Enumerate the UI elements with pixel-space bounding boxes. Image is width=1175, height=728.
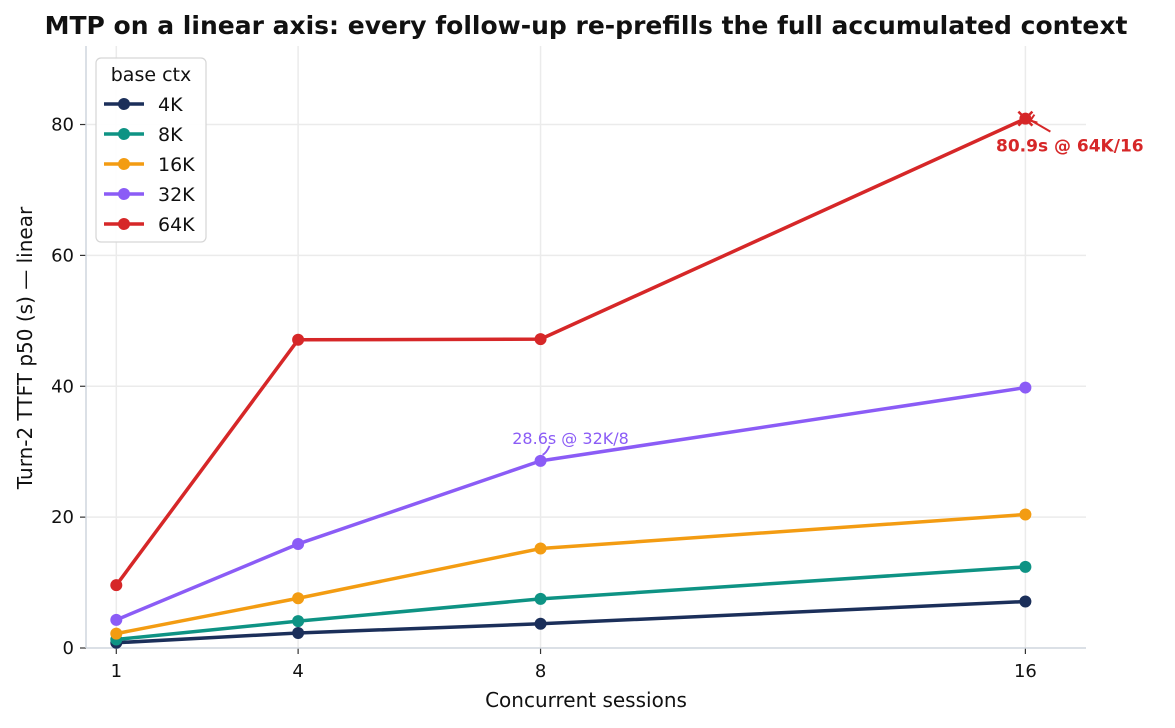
legend-swatch-marker [118, 188, 130, 200]
legend-swatch-marker [118, 98, 130, 110]
x-tick-label: 1 [111, 661, 122, 682]
data-point [1019, 381, 1032, 394]
chart-title: MTP on a linear axis: every follow-up re… [45, 11, 1128, 40]
data-point [534, 592, 547, 605]
annotation-marker [1017, 110, 1034, 127]
legend-swatch-marker [118, 218, 130, 230]
y-tick-label: 0 [63, 638, 74, 659]
series-line [114, 116, 1028, 587]
data-point [534, 454, 547, 467]
legend-swatch-marker [118, 158, 130, 170]
data-point [110, 613, 123, 626]
y-tick-label: 40 [51, 376, 74, 397]
y-tick-label: 60 [51, 245, 74, 266]
data-point [1019, 595, 1032, 608]
data-point [1019, 560, 1032, 573]
series-16k [110, 508, 1032, 640]
series-line [114, 565, 1028, 642]
series-line [114, 599, 1028, 645]
annotation-mid-label: 28.6s @ 32K/8 [512, 429, 629, 448]
legend-label: 64K [158, 214, 195, 236]
x-tick-label: 8 [535, 661, 546, 682]
legend-item-4k: 4K [104, 94, 183, 116]
annotations: 80.9s @ 64K/16 28.6s @ 32K/8 [512, 110, 1144, 456]
data-point [534, 333, 547, 346]
legend-item-16k: 16K [104, 154, 195, 176]
legend-item-8k: 8K [104, 124, 183, 146]
legend-label: 32K [158, 184, 195, 206]
annotation-arrowhead [1028, 114, 1038, 124]
series-32k [110, 381, 1032, 626]
annotation-arrow [542, 445, 551, 456]
y-tick-label: 20 [51, 507, 74, 528]
series-line [114, 512, 1028, 636]
data-point [292, 333, 305, 346]
data-point [292, 626, 305, 639]
legend-item-64k: 64K [104, 214, 195, 236]
x-tick-label: 16 [1014, 661, 1037, 682]
legend-label: 16K [158, 154, 195, 176]
data-point [292, 537, 305, 550]
annotation-mid: 28.6s @ 32K/8 [512, 429, 629, 456]
series-64k [110, 112, 1032, 592]
data-point [292, 615, 305, 628]
y-axis-label: Turn-2 TTFT p50 (s) — linear [13, 206, 37, 490]
data-point [110, 579, 123, 592]
annotation-peak-label: 80.9s @ 64K/16 [996, 137, 1144, 157]
legend-label: 4K [158, 94, 183, 116]
data-point [534, 617, 547, 630]
series-line [114, 385, 1028, 622]
legend: base ctx 4K 8K 16K 32K 64K [95, 57, 207, 243]
y-tick-label: 80 [51, 115, 74, 136]
x-tick-label: 4 [292, 661, 303, 682]
data-point [1019, 508, 1032, 521]
grid [86, 46, 1086, 648]
legend-item-32k: 32K [104, 184, 195, 206]
legend-swatch-marker [118, 128, 130, 140]
annotation-peak: 80.9s @ 64K/16 [996, 110, 1144, 157]
series-8k [110, 560, 1032, 646]
data-point [534, 542, 547, 555]
series-4k [110, 595, 1032, 649]
data-point [110, 627, 123, 640]
x-axis-label: Concurrent sessions [485, 688, 687, 712]
series-group [110, 112, 1032, 649]
legend-label: 8K [158, 124, 183, 146]
data-point [292, 592, 305, 605]
legend-title: base ctx [111, 64, 191, 86]
axes: 0 20 40 60 80 1 4 8 16 [51, 46, 1086, 682]
